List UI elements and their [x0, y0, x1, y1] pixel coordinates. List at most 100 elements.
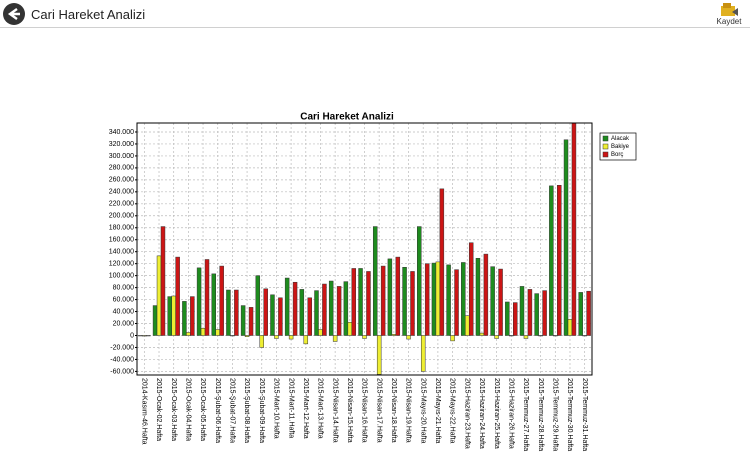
- bar: [534, 293, 539, 336]
- bar: [358, 268, 363, 336]
- x-tick-label: 2015-Ocak-05.Hafta: [199, 378, 206, 441]
- bar: [563, 139, 569, 336]
- bar: [490, 266, 495, 336]
- bar: [234, 289, 239, 336]
- bar: [240, 305, 246, 336]
- bar: [196, 267, 202, 336]
- bar: [571, 122, 577, 336]
- y-tick-label: 40.000: [113, 308, 135, 315]
- bar: [527, 289, 533, 336]
- x-tick-label: 2015-Mayıs-20.Hafta: [419, 378, 426, 443]
- x-tick-label: 2015-Şubat-09.Hafta: [258, 378, 265, 443]
- bar: [219, 265, 224, 336]
- bar: [270, 294, 275, 336]
- x-tick-label: 2015-Temmuz-28.Hafta: [537, 378, 544, 451]
- bar: [332, 335, 338, 342]
- legend-label: Borç: [611, 152, 623, 158]
- bar: [475, 258, 481, 336]
- y-tick-label: 180.000: [109, 225, 134, 232]
- bar: [402, 267, 407, 336]
- y-tick-label: 0: [130, 332, 134, 339]
- bar: [204, 259, 210, 336]
- bar: [318, 329, 323, 336]
- bar: [314, 290, 319, 336]
- y-tick-label: 60.000: [113, 296, 135, 303]
- bar: [200, 328, 206, 336]
- y-tick-label: 120.000: [109, 261, 134, 268]
- back-button[interactable]: [3, 3, 25, 25]
- x-tick-label: 2015-Şubat-08.Hafta: [243, 378, 250, 443]
- bar: [538, 335, 543, 337]
- chart-title: Cari Hareket Analizi: [300, 112, 394, 123]
- bar: [498, 268, 503, 336]
- back-icon: [7, 8, 20, 20]
- bar: [215, 329, 220, 336]
- bar: [523, 335, 529, 339]
- bar: [372, 226, 378, 336]
- x-tick-label: 2015-Temmuz-31.Hafta: [581, 378, 588, 451]
- y-tick-label: 320.000: [109, 141, 134, 148]
- top-bar: Cari Hareket Analizi Kaydet: [0, 0, 750, 28]
- y-tick-label: 200.000: [109, 213, 134, 220]
- bar: [420, 335, 426, 372]
- y-tick-label: 260.000: [109, 177, 134, 184]
- x-tick-label: 2015-Haziran-26.Hafta: [507, 378, 514, 449]
- save-button[interactable]: Kaydet: [712, 2, 746, 26]
- bar: [284, 277, 290, 336]
- save-label: Kaydet: [716, 17, 742, 26]
- bar: [182, 301, 187, 336]
- bar: [439, 188, 445, 336]
- bar: [468, 242, 474, 336]
- y-tick-label: 140.000: [109, 249, 134, 256]
- bar: [446, 264, 451, 336]
- bar: [553, 335, 558, 337]
- y-tick-label: -60.000: [110, 368, 134, 375]
- bar: [351, 268, 357, 336]
- x-tick-label: 2015-Nisan-17.Hafta: [375, 378, 382, 443]
- x-tick-label: 2015-Mart-10.Hafta: [273, 378, 280, 439]
- bar: [263, 288, 268, 336]
- bar: [387, 258, 393, 336]
- bar: [322, 283, 327, 336]
- y-tick-label: 80.000: [113, 284, 135, 291]
- x-tick-label: 2015-Haziran-25.Hafta: [493, 378, 500, 449]
- y-tick-label: 20.000: [113, 320, 135, 327]
- legend-swatch: [602, 135, 609, 142]
- bar: [395, 256, 401, 336]
- bar: [424, 263, 430, 336]
- x-tick-label: 2015-Temmuz-29.Hafta: [551, 378, 558, 451]
- bar: [513, 302, 518, 336]
- y-tick-label: 280.000: [109, 165, 134, 172]
- legend-label: Alacak: [611, 136, 630, 142]
- x-tick-label: 2015-Şubat-07.Hafta: [229, 378, 236, 443]
- bar: [146, 335, 151, 337]
- x-tick-label: 2015-Temmuz-30.Hafta: [566, 378, 573, 451]
- y-tick-label: 340.000: [109, 129, 134, 136]
- x-tick-label: 2015-Haziran-24.Hafta: [478, 378, 485, 449]
- bar: [211, 273, 216, 336]
- bar: [190, 296, 195, 336]
- bar: [505, 301, 510, 336]
- x-tick-label: 2015-Nisan-15.Hafta: [346, 378, 353, 443]
- bar: [410, 271, 415, 336]
- x-tick-label: 2015-Mart-11.Hafta: [287, 378, 294, 438]
- bar: [292, 281, 298, 336]
- y-tick-label: 100.000: [109, 272, 134, 279]
- bar: [171, 295, 176, 336]
- bar: [299, 289, 305, 336]
- bar: [138, 335, 143, 337]
- save-icon: [721, 3, 738, 16]
- bar: [567, 319, 573, 336]
- bar: [156, 255, 162, 336]
- bar: [391, 334, 397, 336]
- bar: [366, 271, 371, 336]
- bar: [244, 335, 250, 337]
- bar: [549, 185, 554, 336]
- bar: [542, 290, 547, 336]
- x-tick-label: 2014-Kasım-46.Hafta: [140, 378, 147, 445]
- x-tick-label: 2015-Nisan-14.Hafta: [331, 378, 338, 443]
- bar: [303, 335, 309, 345]
- x-tick-label: 2015-Mayıs-22.Hafta: [449, 378, 456, 443]
- legend: Alacak Bakiye Borç: [599, 132, 637, 161]
